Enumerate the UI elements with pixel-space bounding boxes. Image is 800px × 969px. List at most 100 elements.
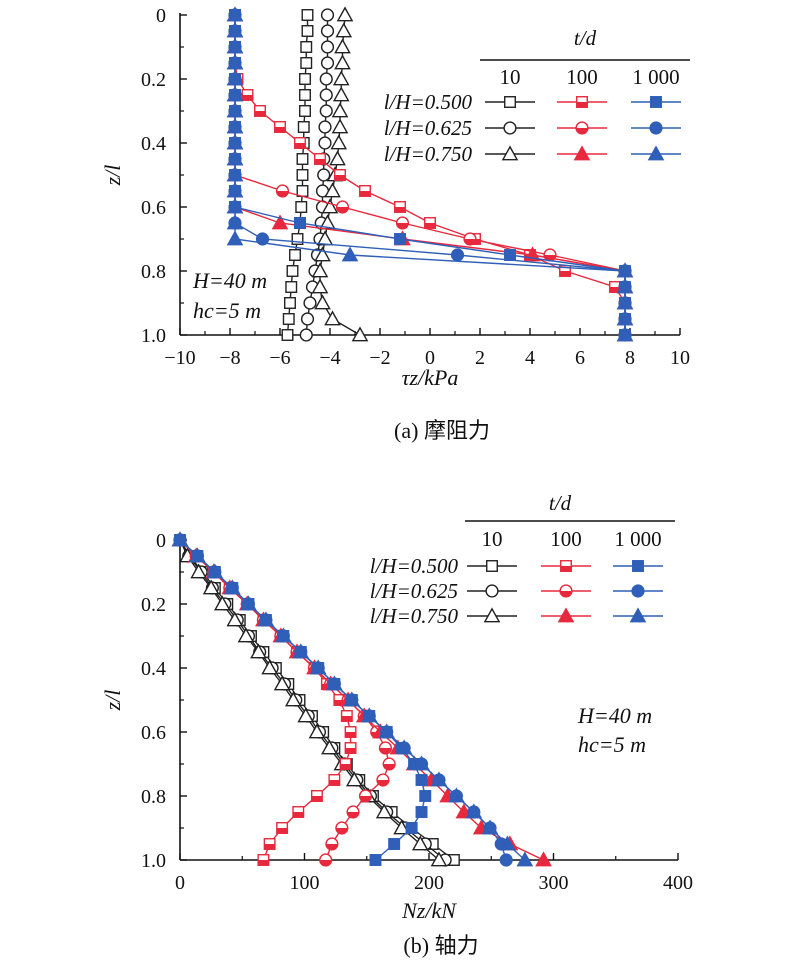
data-point: [257, 854, 270, 866]
data-point: [275, 627, 292, 643]
data-point: [190, 563, 207, 579]
data-point: [319, 104, 333, 118]
data-point: [320, 8, 335, 22]
data-point: [294, 217, 306, 229]
data-point: [481, 819, 499, 835]
data-point: [331, 118, 349, 134]
data-point: [332, 86, 350, 102]
figure-caption: (a) 摩阻力: [394, 418, 490, 443]
data-point: [321, 739, 338, 755]
series-4: [174, 534, 357, 866]
y-tick-label: 0.6: [141, 722, 166, 744]
data-point: [499, 835, 516, 851]
data-point: [300, 57, 313, 69]
data-point: [226, 22, 244, 38]
data-point: [271, 214, 289, 230]
figure-caption: (b) 轴力: [403, 933, 478, 958]
data-point: [334, 169, 346, 181]
data-point: [504, 249, 516, 261]
annotation-hc: hc=5 m: [578, 732, 646, 757]
data-point: [318, 120, 332, 134]
legend-marker: [629, 607, 647, 623]
y-tick-label: 0.4: [141, 658, 166, 680]
data-point: [616, 278, 634, 294]
data-point: [344, 726, 357, 738]
data-point: [284, 297, 296, 309]
data-point: [281, 329, 294, 341]
legend-marker: [632, 560, 644, 572]
data-point: [226, 230, 244, 246]
data-point: [334, 38, 351, 54]
data-point: [297, 707, 315, 723]
data-point: [289, 249, 301, 261]
data-point: [516, 851, 534, 867]
legend-column-label: 10: [482, 527, 503, 551]
data-point: [226, 611, 244, 627]
data-point: [296, 153, 309, 165]
data-point: [394, 201, 406, 213]
x-tick-label: 10: [670, 347, 690, 369]
data-point: [375, 803, 393, 819]
chart-panel-b: 0 100 200 300 400 0 0.2 0.4 0.6 0.8 1.0 z/l Nz/kN (b)…: [100, 491, 693, 958]
data-point: [395, 739, 413, 755]
data-point: [329, 150, 346, 166]
data-point: [226, 134, 244, 150]
y-tick-label: 0.2: [141, 594, 166, 616]
data-point: [240, 595, 257, 611]
legend-marker: [503, 121, 517, 135]
data-point: [616, 326, 634, 342]
data-point: [309, 659, 327, 675]
data-point: [308, 723, 326, 739]
legend-column-label: 10: [500, 65, 521, 89]
data-point: [299, 328, 313, 342]
data-point: [351, 326, 369, 342]
data-point: [415, 774, 428, 786]
data-point: [226, 38, 244, 54]
data-point: [202, 579, 220, 595]
y-axis-title: z/l: [100, 690, 125, 712]
legend-column-label: 100: [550, 527, 582, 551]
data-point: [206, 563, 224, 579]
data-point: [319, 853, 333, 867]
data-point: [273, 675, 291, 691]
y-tick-label: 0: [156, 5, 166, 27]
x-tick-label: 4: [525, 347, 535, 369]
x-axis-title: τz/kPa: [402, 365, 459, 390]
data-point: [499, 853, 513, 867]
data-point: [335, 22, 353, 38]
data-point: [311, 262, 329, 278]
x-tick-label: 2: [475, 347, 485, 369]
data-point: [301, 9, 314, 21]
legend-marker: [559, 584, 573, 598]
data-point: [331, 102, 349, 118]
data-point: [226, 182, 244, 198]
data-point: [359, 185, 371, 197]
data-point: [296, 169, 309, 181]
data-point: [320, 56, 335, 70]
data-point: [328, 774, 341, 786]
data-point: [335, 821, 349, 835]
data-point: [340, 710, 353, 722]
data-point: [339, 758, 352, 770]
x-tick-label: 300: [539, 872, 569, 894]
data-point: [465, 803, 483, 819]
data-point: [616, 262, 634, 278]
data-point: [319, 72, 333, 86]
legend-row-label: l/H=0.625: [370, 579, 458, 603]
legend-marker: [573, 145, 591, 161]
data-point: [616, 310, 634, 326]
data-point: [261, 659, 278, 675]
data-point: [335, 200, 350, 214]
data-point: [393, 819, 410, 835]
legend-marker: [649, 121, 663, 135]
annotation-h: H=40 m: [577, 703, 652, 728]
legend-column-label: 1 000: [614, 527, 661, 551]
data-point: [382, 757, 396, 771]
legend-marker: [483, 607, 501, 623]
data-point: [286, 265, 299, 277]
data-point: [334, 54, 351, 70]
data-point: [226, 214, 244, 230]
data-point: [535, 851, 552, 867]
x-tick-label: 0: [175, 872, 185, 894]
